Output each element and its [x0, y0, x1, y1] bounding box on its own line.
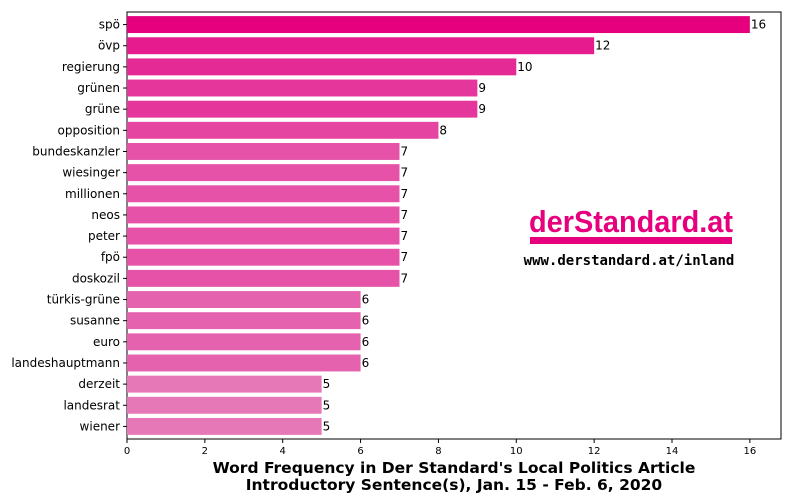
bar-bundeskanzler — [127, 143, 400, 160]
value-label: 5 — [323, 398, 331, 412]
value-label: 5 — [323, 377, 331, 391]
value-label: 6 — [362, 356, 370, 370]
category-label: landesrat — [63, 398, 120, 412]
x-tick-label: 2 — [202, 446, 208, 457]
value-labels: 16 12 10 9 9 8 7 7 7 7 7 7 7 6 6 6 6 5 5 5 — [323, 18, 766, 434]
category-label: millionen — [65, 187, 120, 201]
category-label: opposition — [58, 123, 121, 137]
bar-euro — [127, 333, 361, 351]
bar-peter — [127, 227, 400, 245]
bar-derzeit — [127, 375, 322, 393]
x-tick-label: 8 — [435, 446, 441, 457]
bar-landesrat — [127, 396, 322, 414]
bar-spö — [127, 16, 750, 34]
value-label: 7 — [401, 166, 409, 180]
category-label: derzeit — [78, 377, 120, 391]
category-label: fpö — [101, 250, 120, 264]
bar-grünen — [127, 79, 478, 97]
value-label: 9 — [478, 81, 486, 95]
category-label: euro — [93, 335, 120, 349]
category-label: övp — [98, 39, 120, 53]
category-label: peter — [88, 229, 120, 243]
value-label: 6 — [362, 293, 370, 307]
watermark-url: www.derstandard.at/inland — [524, 253, 735, 269]
category-label: türkis-grüne — [47, 293, 120, 307]
value-label: 7 — [401, 187, 409, 201]
bar-övp — [127, 37, 595, 55]
value-label: 7 — [401, 271, 409, 285]
plot-frame — [126, 11, 782, 440]
bar-türkis-grüne — [127, 291, 361, 308]
value-label: 12 — [595, 39, 610, 53]
value-label: 8 — [439, 123, 447, 137]
watermark-logo: derStandard.at — [529, 204, 733, 239]
bar-opposition — [127, 121, 439, 139]
category-label: spö — [99, 18, 120, 32]
category-label: susanne — [70, 314, 120, 328]
value-label: 16 — [751, 18, 766, 32]
category-label: neos — [91, 208, 120, 222]
bar-fpö — [127, 248, 400, 266]
value-label: 7 — [401, 144, 409, 158]
bar-doskozil — [127, 269, 400, 287]
category-label: regierung — [62, 60, 120, 74]
x-tick-label: 12 — [588, 446, 601, 457]
x-tick-label: 6 — [357, 446, 363, 457]
x-axis-ticks: 0 2 4 6 8 10 12 14 16 — [124, 439, 756, 457]
value-label: 7 — [401, 229, 409, 243]
x-axis-label-line-1: Word Frequency in Der Standard's Local P… — [213, 459, 696, 477]
x-tick-label: 10 — [510, 446, 523, 457]
bar-grüne — [127, 100, 478, 118]
bar-susanne — [127, 312, 361, 330]
category-label: landeshauptmann — [11, 356, 120, 370]
x-tick-label: 14 — [666, 446, 679, 457]
category-label: doskozil — [72, 271, 120, 285]
category-labels: spö övp regierung grünen grüne opposition bund… — [11, 18, 127, 433]
value-label: 5 — [323, 419, 331, 433]
watermark-underline — [530, 237, 732, 244]
category-label: wiesinger — [62, 166, 120, 180]
bars — [127, 16, 750, 435]
bar-regierung — [127, 58, 517, 76]
value-label: 6 — [362, 335, 370, 349]
x-tick-label: 4 — [280, 446, 286, 457]
category-label: grünen — [77, 81, 120, 95]
watermark: derStandard.at www.derstandard.at/inland — [524, 204, 735, 269]
bar-neos — [127, 206, 400, 224]
value-label: 6 — [362, 314, 370, 328]
value-label: 9 — [478, 102, 486, 116]
value-label: 10 — [517, 60, 532, 74]
x-axis-label-line-2: Introductory Sentence(s), Jan. 15 - Feb.… — [246, 476, 663, 494]
x-tick-label: 16 — [743, 446, 756, 457]
category-label: bundeskanzler — [32, 144, 120, 158]
value-label: 7 — [401, 208, 409, 222]
x-tick-label: 0 — [124, 446, 130, 457]
category-label: wiener — [80, 419, 121, 433]
bar-wiesinger — [127, 164, 400, 182]
bar-wiener — [127, 417, 322, 435]
bar-landeshauptmann — [127, 354, 361, 372]
value-label: 7 — [401, 250, 409, 264]
bar-millionen — [127, 185, 400, 203]
category-label: grüne — [85, 102, 120, 116]
